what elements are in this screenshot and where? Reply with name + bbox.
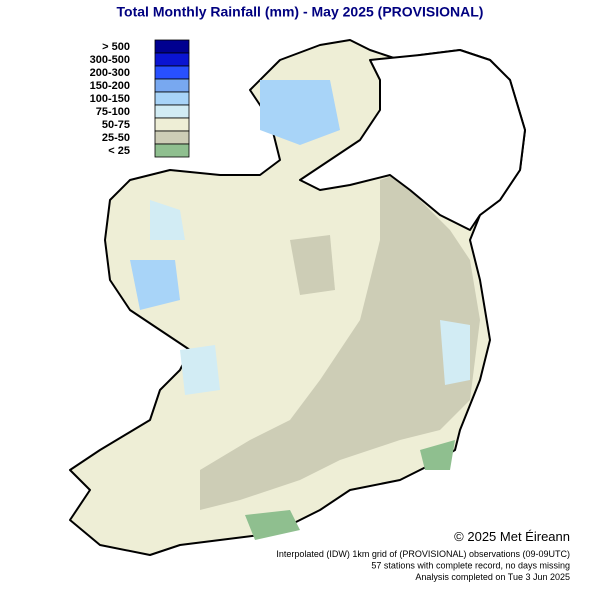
footer-note: Analysis completed on Tue 3 Jun 2025 (415, 572, 570, 582)
wet-zone (440, 320, 470, 385)
legend-swatch (154, 143, 190, 158)
legend-swatch (154, 65, 190, 80)
legend-swatch (154, 52, 190, 67)
lower-rainfall-zone (290, 235, 335, 295)
copyright: © 2025 Met Éireann (454, 529, 570, 544)
legend-swatch (154, 130, 190, 145)
legend-label: 100-150 (90, 93, 130, 105)
footer-note: Interpolated (IDW) 1km grid of (PROVISIO… (276, 549, 570, 559)
legend-label: 300-500 (90, 54, 130, 66)
lowest-rainfall-zone (245, 510, 300, 540)
legend-swatch (154, 91, 190, 106)
legend-label: 75-100 (96, 106, 130, 118)
legend-label: < 25 (108, 145, 130, 157)
wet-zone (180, 345, 220, 395)
wet-zone (130, 260, 180, 310)
legend-swatch (154, 117, 190, 132)
lowest-rainfall-zone (420, 440, 455, 470)
notes: Interpolated (IDW) 1km grid of (PROVISIO… (276, 549, 570, 582)
wet-zone (150, 200, 185, 240)
northern-ireland (299, 49, 526, 231)
footer-note: 57 stations with complete record, no day… (371, 561, 570, 571)
legend-label: > 500 (102, 41, 130, 53)
legend-label: 200-300 (90, 67, 130, 79)
map-title: Total Monthly Rainfall (mm) - May 2025 (… (117, 4, 484, 20)
legend-label: 50-75 (102, 119, 130, 131)
wet-zone (260, 80, 340, 145)
legend-swatch (154, 78, 190, 93)
legend-swatch (154, 39, 190, 54)
legend: > 500300-500200-300150-200100-15075-1005… (90, 39, 190, 158)
legend-label: 25-50 (102, 132, 130, 144)
legend-label: 150-200 (90, 80, 130, 92)
legend-swatch (154, 104, 190, 119)
lower-rainfall-zone (200, 170, 480, 510)
map (69, 39, 526, 556)
